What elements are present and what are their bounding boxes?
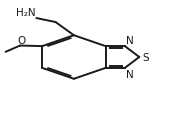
Text: S: S [143,53,149,62]
Text: N: N [126,35,133,45]
Text: N: N [126,70,133,80]
Text: H₂N: H₂N [16,8,35,18]
Text: O: O [17,35,25,45]
